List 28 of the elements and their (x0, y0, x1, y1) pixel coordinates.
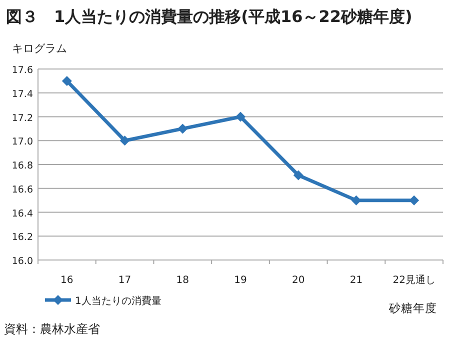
y-tick-label: 16.4 (12, 208, 33, 220)
point (120, 136, 130, 146)
x-tick-label: 22見通し (392, 274, 436, 286)
point (409, 195, 420, 206)
y-tick-label: 16.6 (12, 184, 33, 196)
y-tick-label: 17.0 (12, 136, 33, 148)
y-tick-label: 17.2 (12, 112, 33, 124)
x-tick-label: 20 (292, 275, 305, 286)
x-tick-label: 18 (176, 275, 190, 286)
y-tick-label: 16.2 (12, 232, 33, 244)
y-axis-title: キログラム (12, 42, 67, 55)
point (293, 170, 304, 180)
point (62, 76, 72, 86)
x-axis-title: 砂糖年度 (388, 301, 437, 315)
x-tick-label: 21 (350, 275, 363, 286)
chart-title: 図３ 1人当たりの消費量の推移(平成16～22砂糖年度) (6, 7, 412, 26)
y-tick-label: 17.6 (12, 65, 33, 76)
text: 資料：農林水産省 (4, 322, 100, 336)
point (351, 195, 362, 206)
point (178, 124, 188, 134)
x-tick-label: 16 (60, 275, 74, 286)
x-tick-label: 17 (118, 275, 132, 286)
x-tick-label: 19 (234, 275, 247, 286)
y-tick-label: 16.8 (12, 160, 33, 172)
point (236, 112, 246, 122)
legend-label: 1人当たりの消費量 (75, 295, 162, 307)
y-tick-label: 16.0 (12, 256, 33, 267)
y-tick-label: 17.4 (12, 88, 33, 100)
